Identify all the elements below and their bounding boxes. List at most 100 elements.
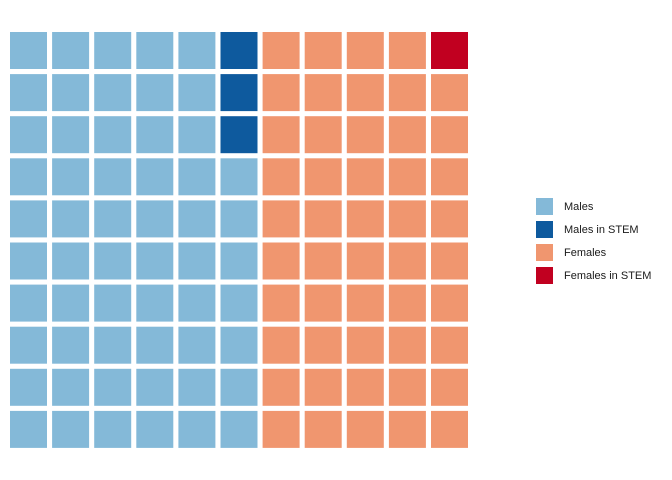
waffle-cell-males [94, 368, 132, 406]
waffle-cell-males [136, 284, 174, 322]
waffle-cell-females [304, 410, 342, 448]
waffle-cell-females [431, 242, 468, 280]
waffle-cell-males [52, 74, 90, 112]
waffle-cell-females [388, 326, 426, 364]
waffle-cell-females [262, 200, 300, 238]
waffle-cell-females [262, 410, 300, 448]
waffle-cell-females [388, 158, 426, 196]
waffle-cell-males [136, 368, 174, 406]
waffle-cell-females [304, 284, 342, 322]
waffle-cell-females [304, 200, 342, 238]
waffle-cell-males [136, 158, 174, 196]
waffle-cell-males [220, 200, 258, 238]
waffle-cell-males [52, 242, 90, 280]
waffle-cell-males [220, 284, 258, 322]
waffle-cell-males [10, 326, 47, 364]
waffle-cell-females [262, 74, 300, 112]
waffle-cell-females-in-stem [431, 32, 468, 69]
legend-swatch-females-in-stem [536, 267, 553, 284]
waffle-cell-males-in-stem [220, 32, 258, 69]
waffle-cell-females [304, 368, 342, 406]
waffle-cell-females [262, 32, 300, 69]
waffle-cell-females [262, 368, 300, 406]
waffle-cell-males [10, 410, 47, 448]
waffle-cell-females [431, 158, 468, 196]
waffle-cell-males [52, 284, 90, 322]
waffle-cell-males [10, 116, 47, 154]
waffle-cell-females [262, 326, 300, 364]
legend-label-males-in-stem: Males in STEM [564, 223, 639, 236]
waffle-cell-males [94, 410, 132, 448]
waffle-cell-females [304, 74, 342, 112]
legend-label-males: Males [564, 200, 594, 213]
waffle-cell-males [94, 242, 132, 280]
waffle-cell-females [262, 158, 300, 196]
legend-label-females: Females [564, 246, 607, 259]
waffle-cell-females [262, 242, 300, 280]
waffle-cell-males-in-stem [220, 116, 258, 154]
legend-swatch-males-in-stem [536, 221, 553, 238]
waffle-cell-males [178, 368, 216, 406]
waffle-cell-females [431, 368, 468, 406]
waffle-cell-males [94, 32, 132, 69]
waffle-cell-females [304, 242, 342, 280]
waffle-cell-females [262, 116, 300, 154]
waffle-cell-females [388, 242, 426, 280]
waffle-cell-females [346, 200, 384, 238]
waffle-cell-males [94, 200, 132, 238]
legend-item-males-in-stem: Males in STEM [536, 218, 651, 241]
waffle-cell-females [304, 326, 342, 364]
waffle-cell-females [346, 410, 384, 448]
waffle-cell-females [388, 200, 426, 238]
waffle-cell-males [52, 368, 90, 406]
waffle-cell-males [220, 158, 258, 196]
waffle-cell-males [10, 200, 47, 238]
legend-item-females-in-stem: Females in STEM [536, 264, 651, 287]
waffle-cell-females [346, 32, 384, 69]
legend-item-males: Males [536, 195, 651, 218]
waffle-cell-males [136, 242, 174, 280]
waffle-cell-females [304, 116, 342, 154]
waffle-cell-males [178, 32, 216, 69]
waffle-cell-males [94, 74, 132, 112]
waffle-cell-males [178, 158, 216, 196]
waffle-cell-males [10, 158, 47, 196]
legend-label-females-in-stem: Females in STEM [564, 269, 652, 282]
waffle-cell-males [10, 242, 47, 280]
waffle-cell-males [52, 410, 90, 448]
waffle-cell-males [52, 158, 90, 196]
waffle-cell-males [10, 74, 47, 112]
waffle-cell-males [220, 242, 258, 280]
waffle-cell-females [346, 242, 384, 280]
waffle-cell-males [52, 200, 90, 238]
waffle-cell-females [346, 116, 384, 154]
waffle-cell-females [431, 410, 468, 448]
waffle-cell-males [178, 74, 216, 112]
waffle-cell-males [94, 326, 132, 364]
waffle-cell-males [136, 200, 174, 238]
waffle-cell-females [431, 200, 468, 238]
waffle-cell-males [10, 284, 47, 322]
waffle-cell-females [431, 326, 468, 364]
legend-item-females: Females [536, 241, 651, 264]
waffle-cell-males [136, 74, 174, 112]
waffle-cell-males [10, 32, 47, 69]
waffle-cell-males [52, 326, 90, 364]
waffle-cell-females [304, 32, 342, 69]
waffle-cell-females [346, 326, 384, 364]
waffle-cell-males [178, 284, 216, 322]
waffle-cell-females [431, 284, 468, 322]
waffle-cell-females [262, 284, 300, 322]
waffle-cell-males [136, 32, 174, 69]
waffle-cell-females [346, 368, 384, 406]
waffle-cell-males [136, 326, 174, 364]
waffle-cell-males [52, 32, 90, 69]
waffle-cell-males [94, 116, 132, 154]
waffle-cell-females [388, 32, 426, 69]
waffle-cell-males [220, 326, 258, 364]
waffle-cell-males [178, 326, 216, 364]
waffle-cell-males [220, 368, 258, 406]
legend-swatch-females [536, 244, 553, 261]
waffle-cell-males [52, 116, 90, 154]
waffle-cell-males [94, 158, 132, 196]
